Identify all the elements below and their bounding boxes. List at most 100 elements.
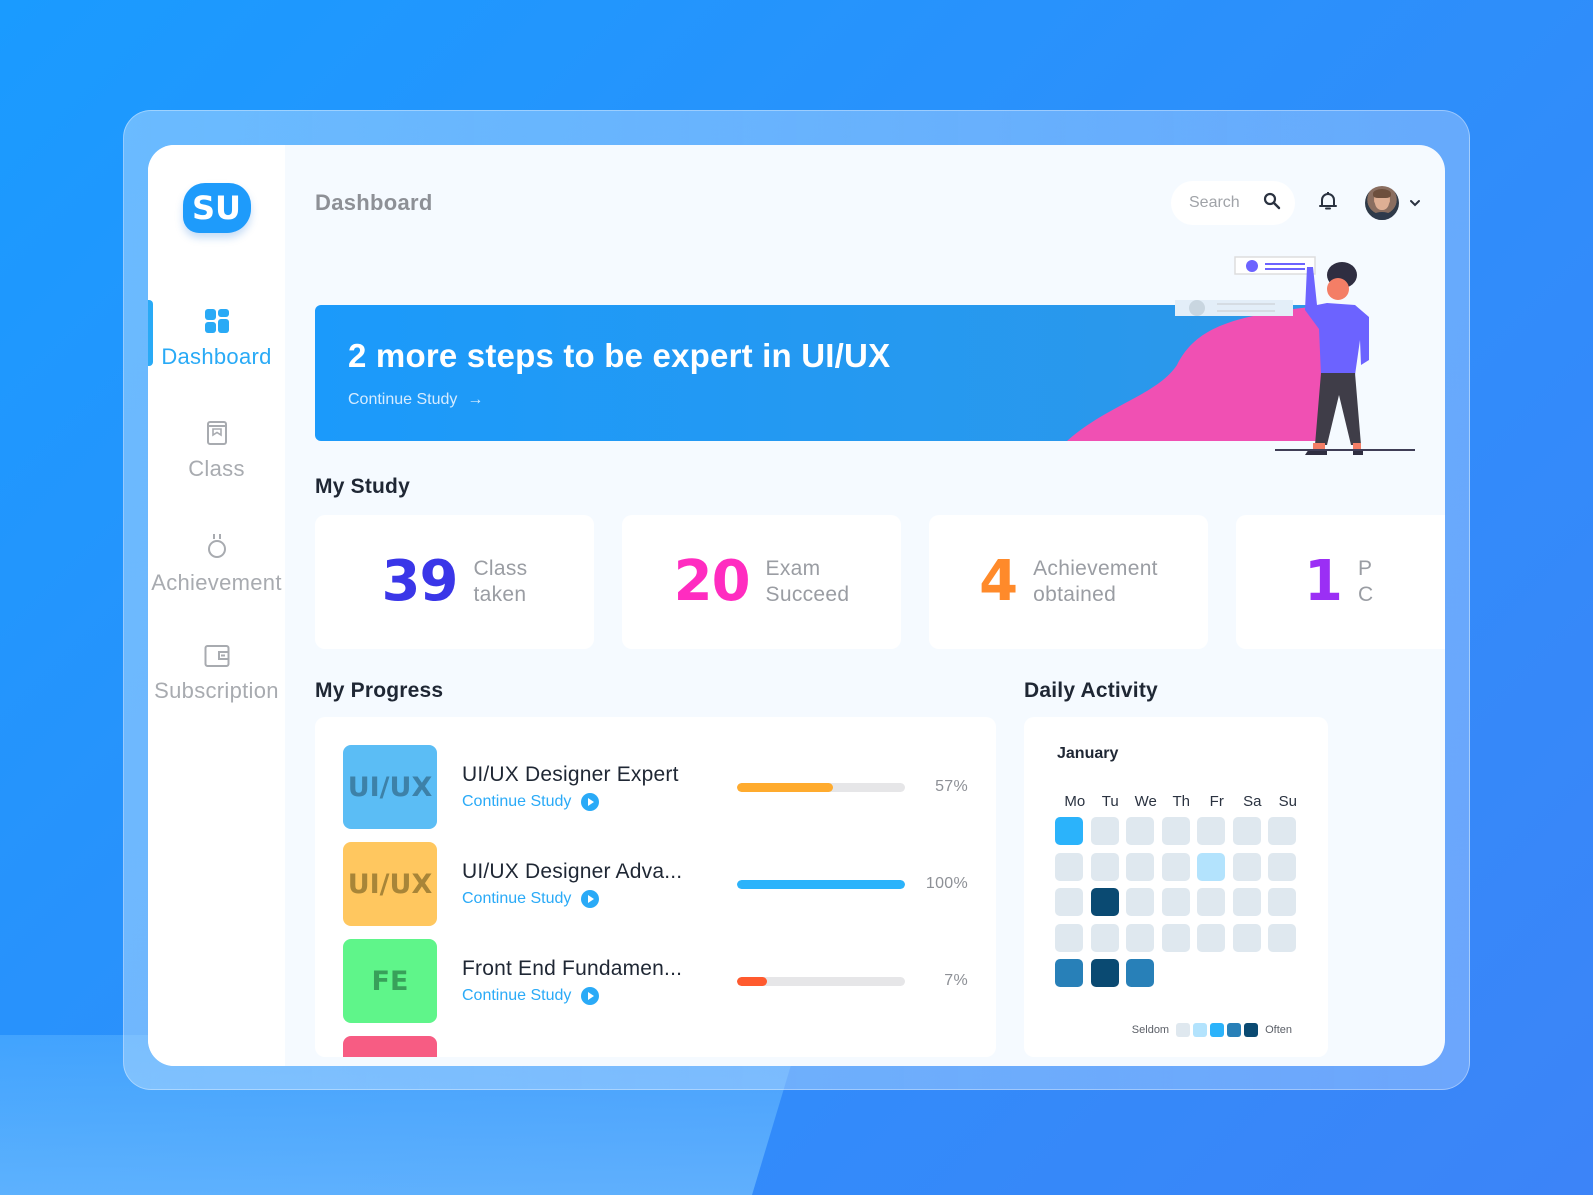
activity-day-cell[interactable]: [1161, 923, 1190, 952]
course-row[interactable]: UI/UX UI/UX Designer Expert Continue Stu…: [343, 745, 968, 829]
course-row[interactable]: [343, 1036, 968, 1057]
legend-swatch: [1244, 1023, 1259, 1037]
stat-label: Class taken: [473, 556, 527, 608]
progress-bar-fill: [736, 976, 768, 986]
sidebar-item-dashboard[interactable]: Dashboard: [148, 300, 285, 376]
course-title: Front End Fundamen...: [462, 957, 683, 980]
progress-percent: 100%: [925, 875, 968, 892]
continue-study-label: Continue Study: [348, 391, 458, 408]
sidebar-item-class[interactable]: Class: [148, 420, 285, 488]
course-row[interactable]: FE Front End Fundamen... Continue Study …: [343, 939, 968, 1023]
activity-day-cell[interactable]: [1126, 923, 1154, 952]
course-title: UI/UX Designer Expert: [462, 763, 679, 786]
wallet-icon: [204, 644, 230, 668]
activity-day-cell[interactable]: [1161, 888, 1190, 916]
legend-high-label: Often: [1265, 1024, 1292, 1036]
activity-day-cell[interactable]: [1232, 852, 1261, 881]
progress-bar-fill: [736, 782, 833, 792]
activity-day-cell[interactable]: [1090, 888, 1119, 916]
logo[interactable]: SU: [182, 183, 251, 233]
activity-day-cell[interactable]: [1126, 852, 1154, 881]
activity-day-cell[interactable]: [1232, 923, 1261, 952]
activity-day-cell[interactable]: [1268, 923, 1296, 952]
progress-bar: [736, 976, 905, 986]
activity-day-cell[interactable]: [1090, 959, 1119, 987]
stat-card-exams[interactable]: 20 Exam Succeed: [622, 515, 901, 649]
activity-day-cell[interactable]: [1268, 817, 1296, 845]
activity-day-cell[interactable]: [1197, 923, 1225, 952]
activity-day-cell[interactable]: [1055, 923, 1083, 952]
activity-day-cell[interactable]: [1161, 817, 1190, 845]
continue-study-button[interactable]: Continue Study: [462, 890, 709, 908]
stat-value: 1: [1304, 549, 1343, 614]
chevron-down-icon[interactable]: [1409, 194, 1421, 212]
main-content: Dashboard: [285, 145, 1445, 1066]
activity-day-cell[interactable]: [1055, 852, 1083, 881]
pink-blob-decoration: [1067, 305, 1327, 441]
continue-study-button[interactable]: Continue Study: [462, 793, 709, 811]
activity-day-cell[interactable]: [1055, 888, 1083, 916]
sidebar-item-label: Subscription: [154, 678, 279, 703]
logo-badge: [182, 183, 251, 233]
activity-day-cell[interactable]: [1055, 817, 1083, 845]
search-input[interactable]: [1189, 194, 1255, 212]
sidebar-item-subscription[interactable]: Subscription: [148, 644, 285, 712]
stat-label-line1: Exam: [765, 557, 821, 580]
stat-card-achievements[interactable]: 4 Achievement obtained: [929, 515, 1208, 649]
activity-day-cell[interactable]: [1126, 959, 1154, 987]
progress-panel: UI/UX UI/UX Designer Expert Continue Stu…: [315, 717, 996, 1057]
stat-label-line1: Achievement: [1033, 557, 1158, 580]
user-avatar[interactable]: [1365, 186, 1399, 220]
course-info: Front End Fundamen... Continue Study: [462, 957, 709, 1005]
stat-value: 20: [673, 549, 751, 614]
activity-day-cell[interactable]: [1090, 817, 1119, 845]
continue-study-label: Continue Study: [462, 987, 572, 1004]
activity-day-cell[interactable]: [1268, 888, 1296, 916]
arrow-right-icon: →: [467, 391, 484, 408]
search-box[interactable]: [1171, 181, 1295, 225]
course-thumbnail: UI/UX: [343, 842, 437, 926]
study-stats: 39 Class taken 20 Exam Succeed 4 Achieveme…: [315, 515, 1445, 649]
activity-day-cell[interactable]: [1126, 817, 1154, 845]
stat-label-line2: taken: [473, 583, 527, 606]
grid-icon: [204, 308, 230, 334]
activity-day-cell[interactable]: [1197, 852, 1225, 881]
app-window: SU Dashboard Class Achievement: [148, 145, 1445, 1066]
stat-value: 39: [381, 549, 459, 614]
stat-card-classes[interactable]: 39 Class taken: [315, 515, 594, 649]
weekday-label: Tu: [1101, 793, 1119, 810]
continue-study-link[interactable]: Continue Study →: [348, 391, 483, 409]
activity-heatmap: [1055, 817, 1328, 987]
activity-day-cell[interactable]: [1232, 817, 1261, 845]
activity-day-cell[interactable]: [1197, 817, 1225, 845]
activity-day-cell[interactable]: [1090, 852, 1119, 881]
stat-value: 4: [979, 549, 1018, 614]
activity-day-cell[interactable]: [1197, 888, 1225, 916]
sidebar-item-label: Dashboard: [161, 344, 272, 369]
daily-activity-heading: Daily Activity: [1024, 679, 1328, 703]
heading-bold: Daily: [1024, 679, 1076, 702]
weekday-label: Th: [1172, 793, 1190, 810]
course-info: UI/UX Designer Adva... Continue Study: [462, 860, 709, 908]
continue-study-label: Continue Study: [462, 890, 572, 907]
continue-study-button[interactable]: Continue Study: [462, 987, 709, 1005]
stat-label-line2: Succeed: [765, 583, 850, 606]
activity-day-cell[interactable]: [1268, 852, 1296, 881]
activity-day-cell[interactable]: [1055, 959, 1083, 987]
stat-label: Exam Succeed: [766, 556, 850, 608]
stat-label-line1: P: [1357, 557, 1373, 580]
sidebar-item-label: Class: [188, 456, 245, 481]
activity-day-cell[interactable]: [1161, 852, 1190, 881]
banner-title: 2 more steps to be expert in UI/UX: [348, 337, 891, 374]
sidebar-item-achievement[interactable]: Achievement: [148, 532, 285, 600]
activity-day-cell[interactable]: [1090, 923, 1119, 952]
search-icon[interactable]: [1263, 192, 1281, 215]
stat-label-line1: Class: [473, 557, 528, 580]
activity-day-cell[interactable]: [1126, 888, 1154, 916]
play-icon: [581, 890, 600, 908]
course-row[interactable]: UI/UX UI/UX Designer Adva... Continue St…: [343, 842, 968, 926]
activity-day-cell[interactable]: [1232, 888, 1261, 916]
bell-icon[interactable]: [1319, 191, 1337, 216]
